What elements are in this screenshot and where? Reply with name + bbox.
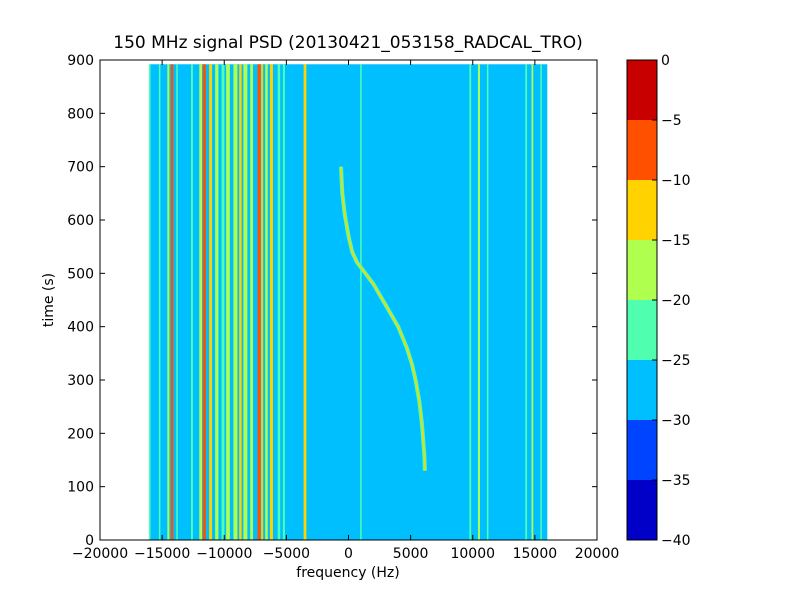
y-tick-label: 900: [67, 53, 94, 69]
stationary-line: [469, 64, 472, 541]
y-tick-label: 200: [67, 426, 94, 442]
chart-title: 150 MHz signal PSD (20130421_053158_RADC…: [113, 33, 582, 53]
stationary-line: [226, 64, 230, 541]
stationary-line: [277, 64, 281, 541]
stationary-line: [282, 64, 285, 541]
stationary-line: [269, 64, 273, 541]
colorbar-segment: [627, 360, 657, 420]
x-tick-label: 10000: [450, 546, 495, 562]
y-tick-label: 300: [67, 373, 94, 389]
x-tick-label: −10000: [196, 546, 252, 562]
plot-area: [99, 59, 598, 541]
colorbar-tick-label: −25: [661, 353, 691, 369]
x-tick-label: −15000: [134, 546, 190, 562]
x-tick-label: 15000: [513, 546, 558, 562]
stationary-line: [158, 64, 161, 541]
stationary-line: [167, 64, 170, 541]
stationary-line: [233, 64, 238, 541]
colorbar-tick-label: −35: [661, 473, 691, 489]
y-tick-label: 500: [67, 266, 94, 282]
stationary-line: [148, 64, 151, 541]
y-tick-label: 100: [67, 480, 94, 496]
x-tick-label: 20000: [575, 546, 620, 562]
stationary-line: [486, 64, 489, 541]
colorbar-tick-label: −10: [661, 173, 691, 189]
stationary-line: [303, 64, 307, 541]
colorbar-segment: [627, 240, 657, 300]
colorbar-tick-label: −30: [661, 413, 691, 429]
stationary-line: [525, 64, 528, 541]
colorbar: 0 −5 −10 −15 −20 −25 −30 −35 −40: [626, 53, 691, 549]
stationary-line: [239, 64, 242, 541]
stationary-line: [243, 64, 248, 541]
stationary-line: [170, 64, 174, 541]
colorbar-tick-label: −15: [661, 233, 691, 249]
stationary-line: [360, 64, 362, 541]
stationary-line: [250, 64, 253, 541]
x-tick-label: −20000: [72, 546, 128, 562]
colorbar-segment: [627, 60, 657, 120]
x-tick-label: −5000: [263, 546, 310, 562]
stationary-line: [202, 64, 206, 541]
stationary-line: [477, 64, 480, 541]
colorbar-segment: [627, 300, 657, 360]
stationary-line: [261, 64, 264, 541]
y-tick-label: 800: [67, 106, 94, 122]
colorbar-segment: [627, 420, 657, 480]
colorbar-tick-label: 0: [661, 53, 670, 69]
y-tick-label: 0: [85, 533, 94, 549]
x-axis: −20000 −15000 −10000 −5000 0 5000 10000 15000 20…: [72, 60, 619, 562]
stationary-line: [215, 64, 219, 541]
stationary-line: [199, 64, 203, 541]
stationary-line: [191, 64, 193, 541]
colorbar-tick-label: −20: [661, 293, 691, 309]
drifting-signal: [340, 166, 426, 471]
colorbar-tick-label: −5: [661, 113, 682, 129]
stationary-line: [176, 64, 178, 541]
stationary-line: [265, 64, 268, 541]
y-axis-label: time (s): [41, 273, 57, 327]
colorbar-segment: [627, 120, 657, 180]
colorbar-tick-label: −40: [661, 533, 691, 549]
y-tick-label: 600: [67, 213, 94, 229]
stationary-line: [209, 64, 213, 541]
stationary-line: [257, 64, 261, 541]
x-axis-label: frequency (Hz): [296, 565, 399, 581]
colorbar-segment: [627, 480, 657, 540]
colorbar-segment: [627, 180, 657, 240]
stationary-line: [540, 64, 542, 541]
y-tick-label: 400: [67, 320, 94, 336]
stationary-line: [531, 64, 534, 541]
x-tick-label: 0: [344, 546, 353, 562]
stationary-line: [221, 64, 225, 541]
y-tick-label: 700: [67, 160, 94, 176]
y-axis: 0 100 200 300 400 500 600 700 800 900: [67, 53, 597, 549]
x-tick-label: 5000: [393, 546, 429, 562]
